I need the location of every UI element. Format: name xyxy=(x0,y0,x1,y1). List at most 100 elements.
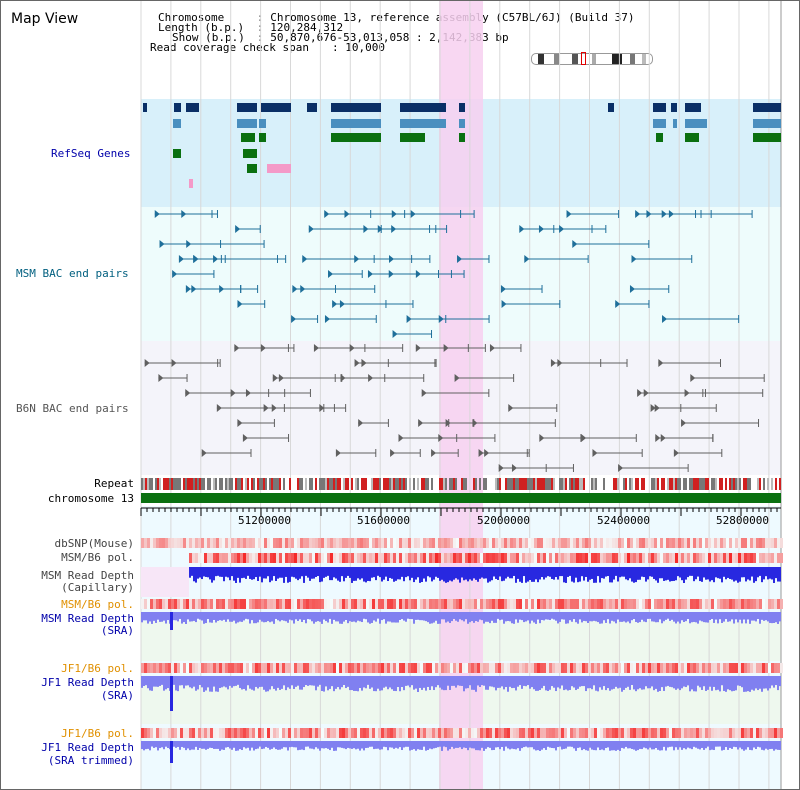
jf1-sra-depth-bar xyxy=(375,676,377,692)
track-label-msm-depth-capillary[interactable]: MSM Read Depth xyxy=(41,569,134,582)
jf1-sra-depth-bar xyxy=(435,676,437,688)
msm-sra-depth-bar xyxy=(185,612,187,624)
msm-sra-depth-bar xyxy=(211,612,213,623)
jf1-pol-heat-cell xyxy=(303,663,306,673)
jf1-pol2-heat-cell xyxy=(606,728,609,738)
dbsnp-heat-cell xyxy=(603,538,606,548)
jf1-sra-depth-bar xyxy=(539,676,541,691)
msm-pol-heat-cell xyxy=(228,553,231,563)
track-label-repeat[interactable]: Repeat xyxy=(94,477,134,490)
jf1-pol-heat-cell xyxy=(774,663,777,673)
dbsnp-heat-cell xyxy=(672,538,675,548)
msm-capillary-depth-bar xyxy=(299,567,301,579)
track-label-jf1-depth-trimmed[interactable]: JF1 Read Depth xyxy=(41,741,134,754)
repeat-feature xyxy=(329,478,331,490)
track-label-chromosome[interactable]: chromosome 13 xyxy=(47,492,134,505)
dbsnp-heat-cell xyxy=(525,538,528,548)
msm-pol2-heat-cell xyxy=(360,599,363,609)
msm-capillary-depth-bar xyxy=(371,567,373,578)
msm-sra-depth-bar xyxy=(451,612,453,622)
jf1-trimmed-depth-bar xyxy=(559,741,561,747)
msm-pol2-heat-cell xyxy=(417,599,420,609)
msm-pol2-heat-cell xyxy=(237,599,240,609)
msm-capillary-depth-bar xyxy=(531,567,533,582)
track-label-b6n-bac[interactable]: B6N BAC end pairs xyxy=(16,402,129,415)
b6n-bac-pair-end xyxy=(431,449,437,457)
jf1-sra-depth-bar xyxy=(751,676,753,690)
jf1-sra-depth-bar xyxy=(289,676,291,689)
jf1-pol-heat-cell xyxy=(648,663,651,673)
jf1-trimmed-depth-bar xyxy=(573,741,575,749)
msm-capillary-depth-bar xyxy=(333,567,335,578)
jf1-pol-heat-cell xyxy=(231,663,234,673)
msm-sra-depth-bar xyxy=(701,612,703,622)
jf1-pol-heat-cell xyxy=(354,663,357,673)
jf1-pol2-heat-cell xyxy=(231,728,234,738)
jf1-pol2-heat-cell xyxy=(177,728,180,738)
msm-pol-heat-cell xyxy=(768,553,771,563)
msm-sra-depth-bar xyxy=(381,612,383,621)
msm-sra-depth-bar xyxy=(355,612,357,623)
msm-capillary-depth-bar xyxy=(677,567,679,577)
jf1-sra-depth-bar xyxy=(363,676,365,688)
dbsnp-heat-cell xyxy=(378,538,381,548)
msm-pol2-heat-cell xyxy=(258,599,261,609)
msm-sra-depth-bar xyxy=(141,612,143,623)
msm-bac-pair-end xyxy=(524,255,530,263)
track-label-msm-depth-sra[interactable]: MSM Read Depth xyxy=(41,612,134,625)
msm-capillary-depth-bar xyxy=(415,567,417,580)
jf1-trimmed-depth-bar xyxy=(225,741,227,748)
msm-pol-heat-cell xyxy=(324,553,327,563)
jf1-sra-depth-bar xyxy=(695,676,697,692)
msm-pol2-heat-cell xyxy=(729,599,732,609)
jf1-trimmed-depth-bar xyxy=(703,741,705,750)
dbsnp-heat-cell xyxy=(705,538,708,548)
msm-bac-pair-end xyxy=(237,300,243,308)
msm-sra-depth-bar xyxy=(679,612,681,624)
jf1-sra-depth-bar xyxy=(691,676,693,690)
track-label-refseq-genes[interactable]: RefSeq Genes xyxy=(51,147,131,160)
dbsnp-heat-cell xyxy=(438,538,441,548)
track-label-msm-b6-pol-2[interactable]: MSM/B6 pol. xyxy=(61,598,134,611)
jf1-trimmed-depth-bar xyxy=(739,741,741,748)
track-label-dbsnp[interactable]: dbSNP(Mouse) xyxy=(54,537,134,550)
msm-pol-heat-cell xyxy=(708,553,711,563)
dbsnp-heat-cell xyxy=(699,538,702,548)
gene-feature xyxy=(459,103,465,112)
msm-sra-depth-bar xyxy=(357,612,359,621)
track-label-jf1-b6-pol-1[interactable]: JF1/B6 pol. xyxy=(61,662,134,675)
jf1-sra-depth-bar xyxy=(353,676,355,691)
msm-pol-heat-cell xyxy=(447,553,450,563)
msm-capillary-depth-bar xyxy=(637,567,639,580)
jf1-pol2-heat-cell xyxy=(303,728,306,738)
msm-pol2-heat-cell xyxy=(471,599,474,609)
msm-pol-heat-cell xyxy=(777,553,780,563)
track-label-jf1-depth-sra[interactable]: JF1 Read Depth xyxy=(41,676,134,689)
dbsnp-heat-cell xyxy=(228,538,231,548)
msm-capillary-depth-bar xyxy=(335,567,337,579)
msm-capillary-depth-bar xyxy=(641,567,643,577)
jf1-pol2-heat-cell xyxy=(471,728,474,738)
track-label-jf1-b6-pol-2[interactable]: JF1/B6 pol. xyxy=(61,727,134,740)
msm-pol-heat-cell xyxy=(441,553,444,563)
jf1-pol2-heat-cell xyxy=(432,728,435,738)
jf1-trimmed-depth-bar xyxy=(429,741,431,749)
jf1-pol-heat-cell xyxy=(705,663,708,673)
chromosome-ideogram[interactable] xyxy=(531,53,653,65)
msm-pol-heat-cell xyxy=(366,553,369,563)
track-label-msm-bac[interactable]: MSM BAC end pairs xyxy=(16,267,129,280)
msm-pol2-heat-cell xyxy=(402,599,405,609)
msm-sra-depth-bar xyxy=(387,612,389,622)
dbsnp-heat-cell xyxy=(519,538,522,548)
repeat-feature xyxy=(269,478,271,490)
jf1-trimmed-depth-bar xyxy=(579,741,581,748)
msm-pol2-heat-cell xyxy=(510,599,513,609)
msm-sra-depth-bar xyxy=(187,612,189,620)
msm-sra-depth-bar xyxy=(143,612,145,621)
track-label-msm-b6-pol-1[interactable]: MSM/B6 pol. xyxy=(61,551,134,564)
msm-bac-pair-end xyxy=(154,210,160,218)
ideogram-position-marker[interactable] xyxy=(581,52,586,65)
msm-capillary-depth-bar xyxy=(629,567,631,579)
repeat-feature xyxy=(155,478,157,490)
